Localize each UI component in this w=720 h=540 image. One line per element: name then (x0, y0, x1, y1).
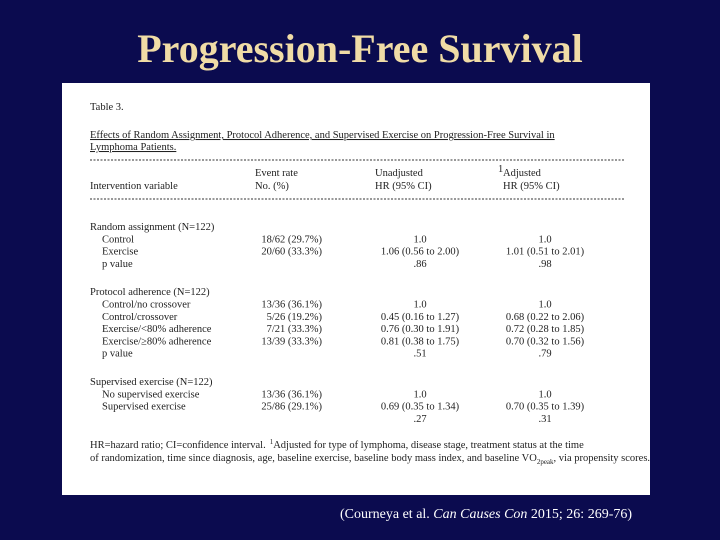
footnote-text: HR=hazard ratio; CI=confidence interval. (90, 440, 266, 451)
cell: 1.0 (413, 234, 426, 245)
cell: .31 (538, 414, 551, 425)
table-body: Event rate Unadjusted Adjusted1Interventio… (90, 164, 650, 466)
cell: .98 (538, 259, 551, 270)
cell: 7/21 (33.3%) (267, 324, 323, 335)
table-image (62, 83, 650, 495)
footnote-mark: 1 (270, 438, 274, 446)
footnote-text: Adjusted for type of lymphoma, disease s… (273, 440, 584, 451)
citation: (Courneya et al. Can Causes Con 2015; 26… (340, 507, 632, 522)
cell: 0.69 (0.35 to 1.34) (381, 402, 460, 413)
row-label: Supervised exercise (102, 402, 186, 413)
cell: 18/62 (29.7%) (261, 234, 322, 245)
table-caption: Effects of Random Assignment, Protocol A… (90, 130, 555, 141)
citation-text: (Courneya et al. (340, 507, 433, 522)
row-label: p value (102, 259, 133, 270)
row-label: p value (102, 349, 133, 360)
footnote-text: , via propensity scores. (554, 453, 651, 464)
cell: 1.0 (413, 389, 426, 400)
row-label: Control/crossover (102, 312, 178, 323)
row-label: Exercise (102, 247, 138, 258)
table-caption: Lymphoma Patients. (90, 142, 176, 153)
cell: 0.45 (0.16 to 1.27) (381, 312, 460, 323)
section-heading: Supervised exercise (N=122) (90, 377, 213, 388)
cell: .79 (538, 349, 551, 360)
column-header: No. (%) (255, 181, 289, 192)
footnote-text: of randomization, time since diagnosis, … (90, 453, 537, 464)
cell: 1.0 (538, 389, 551, 400)
column-header: Intervention variable (90, 181, 178, 192)
column-header: Event rate (255, 168, 298, 179)
cell: 1.0 (538, 300, 551, 311)
row-label: No supervised exercise (102, 389, 200, 400)
footnote-mark: 1 (498, 164, 503, 175)
column-header: Adjusted (503, 168, 542, 179)
cell: 13/36 (36.1%) (261, 300, 322, 311)
cell: 0.81 (0.38 to 1.75) (381, 336, 460, 347)
row-label: Control/no crossover (102, 300, 191, 311)
cell: 1.06 (0.56 to 2.00) (381, 247, 460, 258)
table-label: Table 3. (90, 102, 124, 113)
cell: 1.0 (538, 234, 551, 245)
cell: 25/86 (29.1%) (261, 402, 322, 413)
cell: .86 (413, 259, 426, 270)
cell: 5/26 (19.2%) (267, 312, 323, 323)
column-header: Unadjusted (375, 168, 424, 179)
cell: 13/39 (33.3%) (261, 336, 322, 347)
row-label: Control (102, 234, 134, 245)
section-heading: Protocol adherence (N=122) (90, 287, 210, 298)
slide-title: Progression-Free Survival (137, 26, 583, 71)
cell: .51 (413, 349, 426, 360)
footnote: HR=hazard ratio; CI=confidence interval.… (90, 438, 584, 451)
cell: 20/60 (33.3%) (261, 247, 322, 258)
footnote-sub: 2peak (537, 458, 554, 466)
column-header: HR (95% CI) (503, 181, 560, 192)
citation-journal: Can Causes Con (433, 507, 527, 522)
cell: 1.01 (0.51 to 2.01) (506, 247, 585, 258)
citation-text: 2015; 26: 269-76) (527, 507, 632, 522)
cell: 13/36 (36.1%) (261, 389, 322, 400)
cell: 0.68 (0.22 to 2.06) (506, 312, 585, 323)
footnote: of randomization, time since diagnosis, … (90, 453, 650, 466)
row-label: Exercise/<80% adherence (102, 324, 212, 335)
column-header: HR (95% CI) (375, 181, 432, 192)
cell: 0.72 (0.28 to 1.85) (506, 324, 585, 335)
cell: 1.0 (413, 300, 426, 311)
row-label: Exercise/≥80% adherence (102, 336, 212, 347)
cell: 0.70 (0.32 to 1.56) (506, 336, 585, 347)
cell: 0.70 (0.35 to 1.39) (506, 402, 585, 413)
cell: .27 (413, 414, 426, 425)
section-heading: Random assignment (N=122) (90, 222, 215, 233)
cell: 0.76 (0.30 to 1.91) (381, 324, 460, 335)
